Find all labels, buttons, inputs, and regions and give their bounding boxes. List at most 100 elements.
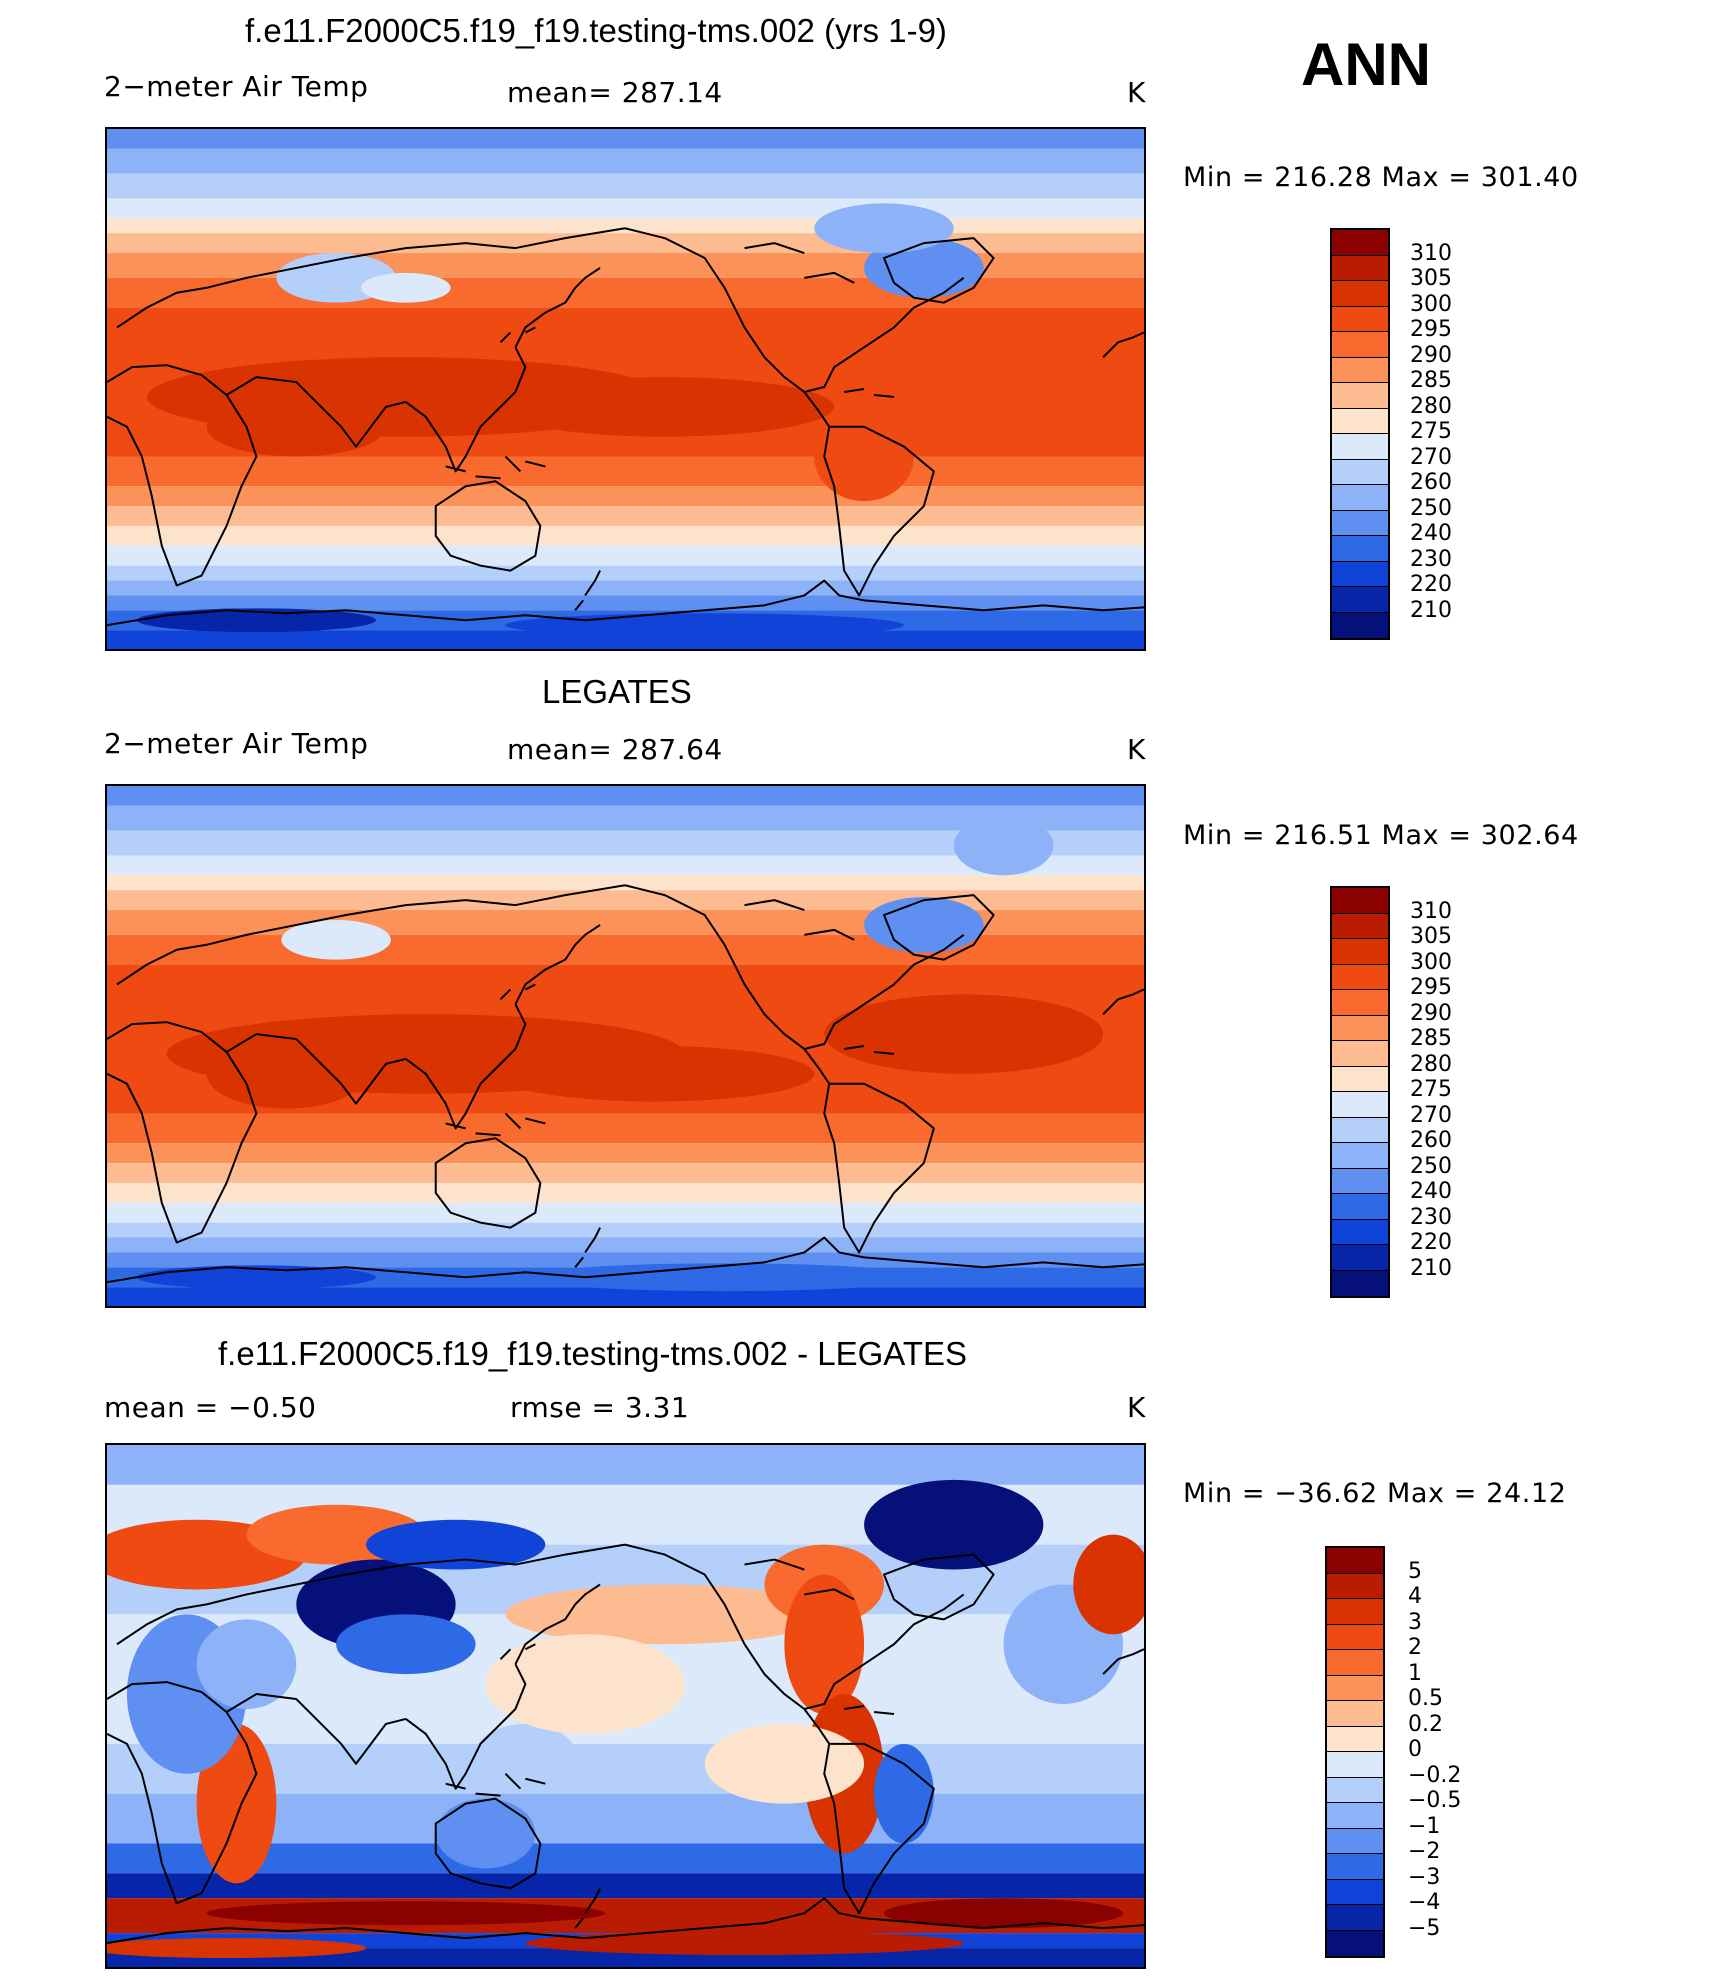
colorbar-tick-label: 2	[1408, 1635, 1422, 1660]
difference-contour	[505, 1584, 825, 1645]
colorbar-tick-label: 300	[1410, 949, 1452, 975]
temperature-band	[107, 173, 1144, 199]
difference-contour	[1073, 1534, 1144, 1635]
colorbar-tick-label: 300	[1410, 291, 1452, 317]
colorbar-tick-label: 250	[1410, 495, 1452, 521]
temperature-band	[107, 545, 1144, 566]
colorbar-swatch	[1332, 408, 1388, 434]
colorbar-swatch	[1332, 939, 1388, 965]
panel3-map	[105, 1443, 1146, 1969]
temperature-band	[107, 218, 1144, 234]
temperature-band	[107, 890, 1144, 911]
colorbar-tick-label: 275	[1410, 1077, 1452, 1102]
temperature-band	[107, 129, 1144, 149]
colorbar-swatch	[1332, 434, 1388, 460]
colorbar-tick-label: −2	[1408, 1839, 1441, 1864]
difference-contour	[704, 1723, 865, 1804]
colorbar-tick-label: 210	[1410, 597, 1452, 623]
temperature-contour	[814, 203, 954, 254]
colorbar-swatch	[1332, 383, 1388, 409]
temperature-contour	[824, 994, 1104, 1074]
difference-contour	[196, 1619, 297, 1709]
colorbar-tick-label: 250	[1410, 1153, 1452, 1179]
panel1-map	[105, 127, 1146, 651]
colorbar-swatch	[1332, 1194, 1388, 1220]
difference-band	[107, 1445, 1144, 1485]
colorbar-tick-label: 220	[1410, 572, 1452, 597]
colorbar-tick-label: 0	[1408, 1737, 1422, 1762]
colorbar-tick-label: 210	[1410, 1255, 1452, 1281]
panel2-variable-label: 2−meter Air Temp	[104, 727, 369, 760]
colorbar-swatch	[1332, 913, 1388, 939]
coastline	[107, 1543, 1144, 1945]
coastline	[107, 227, 1144, 627]
colorbar-tick-label: −4	[1408, 1890, 1441, 1915]
temperature-contour	[495, 377, 835, 437]
temperature-contour	[206, 1039, 367, 1109]
panel2-minmax: Min = 216.51 Max = 302.64	[1183, 820, 1579, 851]
panel3-minmax: Min = −36.62 Max = 24.12	[1183, 1478, 1567, 1509]
colorbar-tick-label: 295	[1410, 317, 1452, 342]
temperature-contour	[361, 272, 451, 303]
colorbar-tick-label: −5	[1408, 1915, 1441, 1941]
colorbar-tick-label: −1	[1408, 1813, 1441, 1839]
colorbar-tick-label: 0.5	[1408, 1686, 1443, 1711]
colorbar-tick-label: 0.2	[1408, 1711, 1443, 1737]
colorbar-swatch	[1332, 1041, 1388, 1067]
colorbar-swatch	[1332, 255, 1388, 281]
colorbar-swatch	[1327, 1803, 1383, 1829]
difference-contour	[206, 1901, 606, 1926]
colorbar-tick-label: 220	[1410, 1230, 1452, 1255]
coastline	[107, 884, 1144, 1284]
colorbar-tick-label: 270	[1410, 1102, 1452, 1128]
colorbar-swatch	[1332, 990, 1388, 1016]
colorbar-swatch	[1332, 1143, 1388, 1169]
colorbar-swatch	[1327, 1548, 1383, 1574]
temperature-band	[107, 1143, 1144, 1164]
colorbar-swatch	[1332, 1015, 1388, 1041]
temperature-contour	[953, 815, 1054, 876]
difference-band	[107, 1873, 1144, 1899]
colorbar-tick-label: 295	[1410, 975, 1452, 1000]
difference-band	[107, 1843, 1144, 1874]
colorbar-swatch	[1327, 1624, 1383, 1650]
season-label: ANN	[1301, 31, 1431, 98]
panel1-variable-label: 2−meter Air Temp	[104, 70, 369, 103]
colorbar-swatch	[1327, 1726, 1383, 1752]
difference-contour	[435, 1798, 536, 1869]
colorbar-tick-label: −0.2	[1408, 1762, 1462, 1788]
panel1-unit-label: K	[1127, 76, 1146, 109]
difference-contour	[196, 1723, 277, 1884]
temperature-contour	[814, 411, 914, 502]
panel2-mean-label: mean= 287.64	[507, 733, 723, 766]
panel1-minmax: Min = 216.28 Max = 301.40	[1183, 162, 1579, 193]
colorbar-tick-label: 260	[1410, 470, 1452, 495]
temperature-band	[107, 1163, 1144, 1183]
colorbar-tick-label: 270	[1410, 444, 1452, 470]
colorbar-swatch	[1332, 230, 1388, 256]
temperature-band	[107, 506, 1144, 526]
difference-contour	[525, 1931, 964, 1956]
colorbar-tick-label: 240	[1410, 1179, 1452, 1204]
difference-contour	[107, 1938, 366, 1959]
difference-contour	[336, 1614, 476, 1675]
colorbar-tick-label: 260	[1410, 1128, 1452, 1153]
colorbar-swatch	[1327, 1650, 1383, 1676]
colorbar-tick-label: 3	[1408, 1609, 1422, 1635]
temperature-band	[107, 855, 1144, 876]
difference-band	[107, 1793, 1144, 1844]
colorbar-tick-label: 290	[1410, 342, 1452, 368]
temperature-band	[107, 277, 1144, 308]
colorbar-tick-label: 230	[1410, 1204, 1452, 1230]
colorbar-swatch	[1332, 332, 1388, 358]
colorbar-swatch	[1327, 1573, 1383, 1599]
difference-contour	[366, 1519, 546, 1570]
temperature-band	[107, 630, 1144, 649]
temperature-band	[107, 198, 1144, 219]
colorbar-tick-label: 230	[1410, 546, 1452, 572]
colorbar-swatch	[1327, 1752, 1383, 1778]
temperature-band	[107, 580, 1144, 596]
colorbar-swatch	[1332, 536, 1388, 562]
temperature-contour	[136, 608, 376, 633]
colorbar-swatch	[1332, 459, 1388, 485]
